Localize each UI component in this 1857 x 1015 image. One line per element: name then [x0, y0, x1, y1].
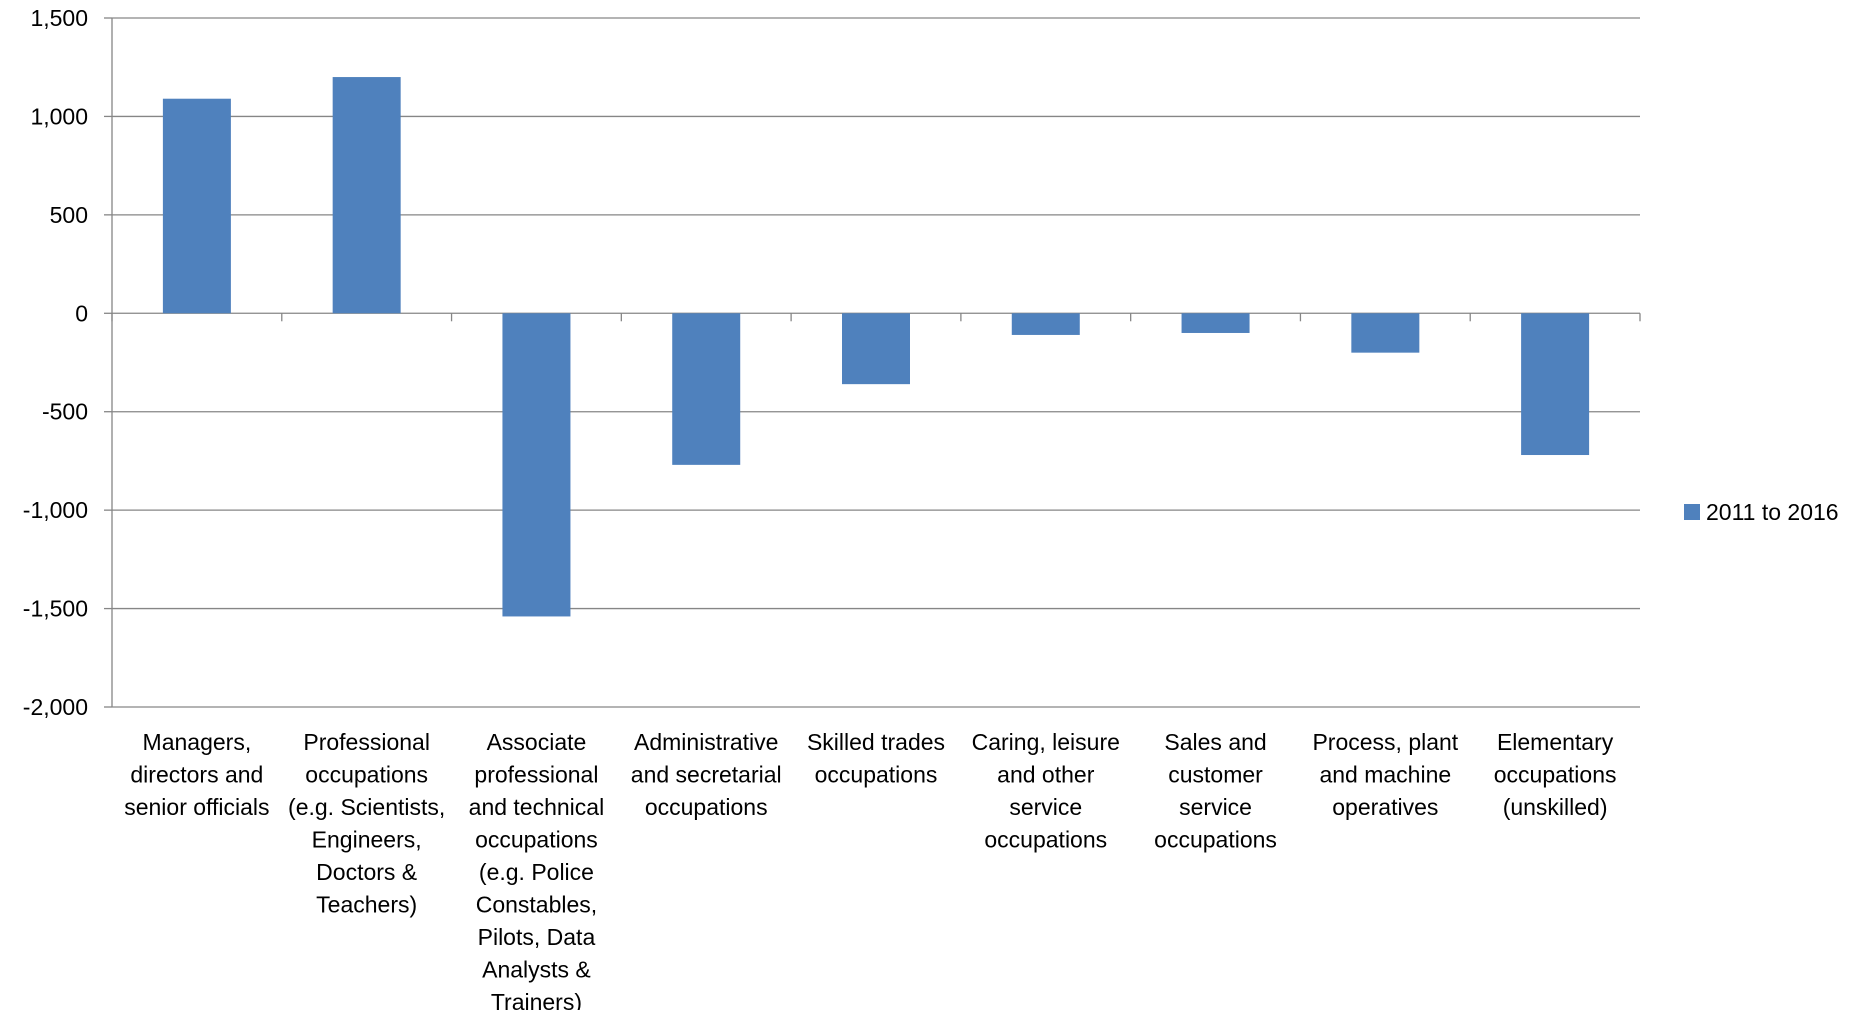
y-tick-label: -500 [42, 399, 88, 425]
category-label-line: and machine [1319, 762, 1451, 788]
category-label-line: Constables, [476, 892, 597, 918]
legend-swatch [1684, 504, 1700, 520]
category-label-line: Caring, leisure [972, 729, 1120, 755]
bar [1351, 313, 1420, 353]
category-label-line: service [1179, 794, 1252, 820]
bar [332, 77, 401, 314]
y-tick-label: -1,500 [23, 596, 88, 622]
bar [842, 313, 910, 385]
category-label-line: occupations [305, 762, 428, 788]
category-label: Caring, leisure and other service occupatio… [972, 729, 1120, 853]
bar [1521, 313, 1590, 456]
y-tick-label: -1,000 [23, 497, 88, 523]
category-label-line: Associate [487, 729, 587, 755]
category-label-line: and secretarial [631, 762, 782, 788]
bar [1181, 313, 1250, 333]
bar [502, 313, 571, 617]
y-tick-labels: 1,500 1,000 500 0 -500 -1,000 -1,500 -2,000 [23, 5, 88, 720]
category-label-line: Administrative [634, 729, 778, 755]
category-label: Managers, directors and senior officials [124, 729, 269, 820]
category-label-line: service [1009, 794, 1082, 820]
category-label-line: Managers, [143, 729, 252, 755]
category-label-line: (unskilled) [1503, 794, 1608, 820]
bar [162, 98, 231, 314]
category-label-line: Process, plant [1312, 729, 1458, 755]
category-label: Elementary occupations (unskilled) [1494, 729, 1617, 820]
y-tick-label: -2,000 [23, 694, 88, 720]
category-label-line: operatives [1332, 794, 1438, 820]
bar [1011, 313, 1080, 335]
category-label-line: professional [474, 762, 598, 788]
category-label-line: Elementary [1497, 729, 1614, 755]
category-label-line: occupations [984, 827, 1107, 853]
category-label-line: senior officials [124, 794, 269, 820]
category-label: Skilled trades occupations [807, 729, 945, 788]
category-label-line: occupations [1494, 762, 1617, 788]
category-label-line: Trainers) [491, 989, 582, 1010]
category-labels: Managers, directors and senior officials Pr… [124, 729, 1617, 1015]
category-label: Process, plant and machine operatives [1312, 729, 1458, 820]
category-label-line: Engineers, [312, 827, 422, 853]
category-label-line: customer [1168, 762, 1263, 788]
y-tick-label: 1,000 [30, 103, 88, 129]
category-label-line: occupations [1154, 827, 1277, 853]
category-label: Sales and customer service occupations [1154, 729, 1277, 853]
category-label-line: Teachers) [316, 892, 417, 918]
category-label: Associate professional and technical occupa… [469, 729, 605, 1010]
category-label-line: Professional [303, 729, 430, 755]
legend-label: 2011 to 2016 [1706, 499, 1839, 525]
legend: 2011 to 2016 [1684, 499, 1839, 525]
category-label-line: occupations [815, 762, 938, 788]
category-label-line: Pilots, Data [478, 924, 596, 950]
bars [162, 77, 1590, 617]
category-label-line: occupations [645, 794, 768, 820]
category-label-line: Skilled trades [807, 729, 945, 755]
category-label-line: Doctors & [316, 859, 417, 885]
category-label-line: (e.g. Scientists, [288, 794, 445, 820]
category-label: Professional occupations (e.g. Scientists,… [288, 729, 445, 918]
category-label-line: occupations [475, 827, 598, 853]
bar [672, 313, 741, 465]
category-label-line: Analysts & [482, 957, 591, 983]
category-label-line: and other [997, 762, 1095, 788]
y-tick-label: 500 [50, 202, 88, 228]
y-tick-label: 0 [75, 300, 88, 326]
category-label-line: (e.g. Police [479, 859, 594, 885]
category-label-line: directors and [130, 762, 263, 788]
category-label: Administrative and secretarial occupations [631, 729, 782, 820]
category-label-line: Sales and [1164, 729, 1266, 755]
category-label-line: and technical [469, 794, 605, 820]
y-tick-label: 1,500 [30, 5, 88, 31]
